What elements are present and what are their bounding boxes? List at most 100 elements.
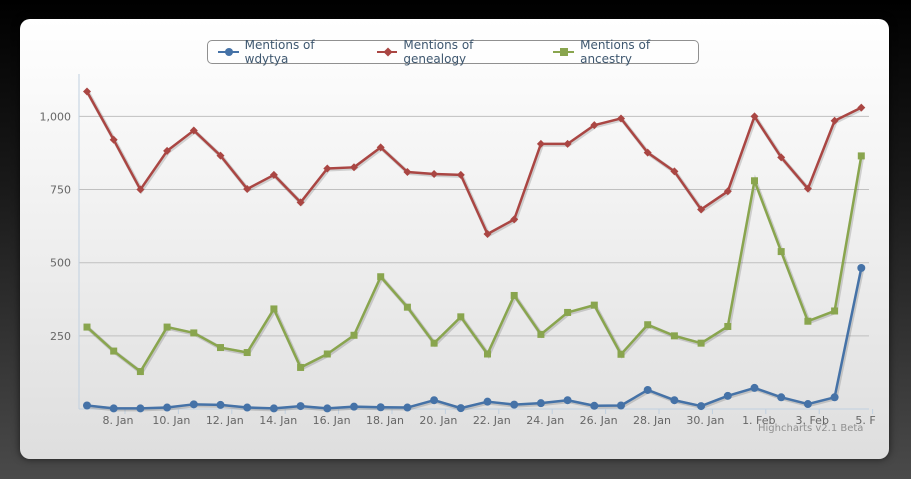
- data-point[interactable]: [564, 308, 572, 316]
- data-point[interactable]: [590, 121, 599, 130]
- data-point[interactable]: [243, 403, 252, 412]
- data-point[interactable]: [804, 317, 812, 325]
- data-point[interactable]: [323, 404, 332, 413]
- data-point[interactable]: [510, 291, 518, 299]
- data-point[interactable]: [377, 273, 385, 281]
- data-point[interactable]: [376, 143, 385, 152]
- legend-item-0[interactable]: Mentions of wdytya: [218, 38, 355, 66]
- data-point[interactable]: [670, 396, 679, 405]
- data-point[interactable]: [350, 163, 358, 172]
- data-point[interactable]: [857, 263, 866, 272]
- data-point[interactable]: [803, 400, 812, 409]
- data-point[interactable]: [777, 393, 786, 402]
- data-point[interactable]: [697, 205, 706, 214]
- data-point[interactable]: [189, 400, 198, 409]
- data-point[interactable]: [163, 403, 172, 412]
- data-point[interactable]: [190, 329, 198, 337]
- data-point[interactable]: [697, 339, 705, 347]
- data-point[interactable]: [484, 350, 491, 358]
- data-point[interactable]: [296, 402, 305, 411]
- data-point[interactable]: [456, 404, 465, 413]
- data-point[interactable]: [323, 164, 332, 173]
- series-line-1[interactable]: [85, 90, 862, 236]
- x-tick-label: 8. Jan: [103, 414, 134, 427]
- data-point[interactable]: [216, 151, 225, 160]
- data-point[interactable]: [617, 350, 625, 358]
- data-point[interactable]: [217, 344, 224, 352]
- data-point[interactable]: [430, 396, 439, 405]
- data-point[interactable]: [751, 177, 758, 185]
- data-point[interactable]: [403, 303, 411, 311]
- data-point[interactable]: [403, 403, 412, 412]
- data-point[interactable]: [724, 322, 732, 330]
- data-point[interactable]: [697, 402, 706, 411]
- data-point[interactable]: [723, 187, 732, 196]
- data-point[interactable]: [830, 116, 839, 125]
- data-point[interactable]: [563, 396, 572, 405]
- data-point[interactable]: [777, 248, 785, 256]
- data-point[interactable]: [644, 321, 652, 329]
- data-point[interactable]: [670, 332, 678, 340]
- data-point[interactable]: [643, 385, 652, 394]
- data-point[interactable]: [83, 87, 91, 96]
- data-point[interactable]: [617, 114, 625, 123]
- data-point[interactable]: [110, 347, 118, 355]
- data-point[interactable]: [243, 184, 252, 193]
- data-point[interactable]: [136, 368, 144, 376]
- data-point[interactable]: [483, 230, 492, 239]
- data-point[interactable]: [163, 146, 172, 155]
- data-point[interactable]: [617, 401, 625, 410]
- data-point[interactable]: [457, 313, 465, 321]
- data-point[interactable]: [483, 397, 492, 406]
- legend-item-2[interactable]: Mentions of ancestry: [553, 38, 698, 66]
- credits-link[interactable]: Highcharts v2.1 Beta: [758, 423, 864, 434]
- series-line-2[interactable]: [86, 155, 863, 373]
- data-point[interactable]: [109, 135, 118, 144]
- series-line-0[interactable]: [86, 267, 863, 410]
- data-point[interactable]: [831, 307, 839, 315]
- data-point[interactable]: [296, 198, 305, 207]
- data-point[interactable]: [269, 170, 278, 179]
- data-point[interactable]: [109, 404, 118, 413]
- data-point[interactable]: [590, 401, 599, 410]
- y-tick-label: 500: [50, 257, 71, 270]
- data-point[interactable]: [136, 404, 145, 413]
- data-point[interactable]: [750, 383, 759, 392]
- data-point[interactable]: [323, 350, 331, 358]
- data-point[interactable]: [510, 400, 519, 409]
- data-point[interactable]: [536, 399, 545, 408]
- data-point[interactable]: [643, 148, 652, 157]
- data-point[interactable]: [803, 184, 812, 193]
- data-point[interactable]: [430, 339, 438, 347]
- data-point[interactable]: [563, 139, 572, 148]
- data-point[interactable]: [510, 215, 519, 224]
- data-point[interactable]: [857, 152, 865, 160]
- data-point[interactable]: [830, 393, 839, 402]
- data-point[interactable]: [269, 404, 278, 413]
- data-point[interactable]: [189, 126, 198, 135]
- data-point[interactable]: [297, 363, 305, 371]
- data-point[interactable]: [750, 112, 759, 121]
- data-point[interactable]: [723, 391, 732, 400]
- data-point[interactable]: [376, 403, 385, 412]
- legend-item-1[interactable]: Mentions of genealogy: [376, 38, 532, 66]
- data-point[interactable]: [163, 323, 171, 331]
- x-tick-label: 26. Jan: [580, 414, 618, 427]
- data-point[interactable]: [403, 167, 412, 176]
- data-point[interactable]: [270, 305, 278, 313]
- data-point[interactable]: [243, 349, 251, 357]
- data-point[interactable]: [456, 170, 465, 179]
- data-point[interactable]: [670, 167, 679, 176]
- data-point[interactable]: [537, 330, 545, 338]
- data-point[interactable]: [350, 331, 358, 339]
- data-point[interactable]: [83, 323, 91, 331]
- data-point[interactable]: [857, 103, 866, 112]
- data-point[interactable]: [83, 401, 91, 410]
- data-point[interactable]: [777, 153, 786, 162]
- data-point[interactable]: [430, 170, 439, 179]
- data-point[interactable]: [136, 185, 145, 194]
- data-point[interactable]: [350, 402, 358, 411]
- data-point[interactable]: [216, 400, 225, 409]
- data-point[interactable]: [536, 139, 545, 148]
- data-point[interactable]: [590, 301, 598, 309]
